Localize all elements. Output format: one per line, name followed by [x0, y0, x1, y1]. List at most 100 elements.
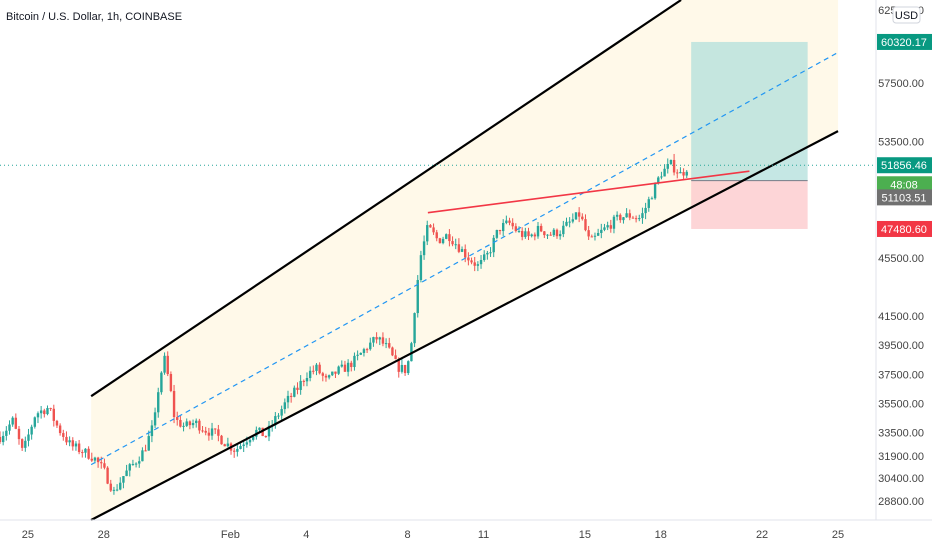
candle-body	[24, 440, 27, 448]
candle-body	[641, 213, 644, 219]
candle-body	[467, 257, 470, 261]
price-axis[interactable]: 62500.0057500.0053500.0045500.0041500.00…	[878, 5, 924, 508]
candle-body	[612, 216, 616, 229]
candle-body	[312, 370, 315, 372]
candle-body	[30, 426, 33, 435]
candle-body	[74, 443, 78, 447]
candle-body	[362, 349, 366, 353]
channel-upper-line	[90, 0, 682, 398]
candle-body	[334, 371, 337, 374]
candle-body	[546, 234, 549, 236]
candle-body	[429, 225, 432, 228]
candle-body	[514, 226, 518, 232]
price-tag-mid	[877, 189, 932, 206]
candle-body	[426, 225, 429, 242]
candle-body	[470, 260, 473, 263]
time-tick-label: 15	[579, 529, 591, 541]
candle-body	[147, 436, 150, 451]
time-axis[interactable]: 25 28 Feb 4 8 11 15 18 22 25	[22, 529, 844, 541]
candle-body	[296, 387, 299, 390]
candle-body	[511, 222, 514, 227]
candle-body	[625, 213, 628, 218]
candle-body	[350, 362, 353, 368]
candle-body	[138, 461, 141, 464]
candle-body	[501, 222, 505, 232]
drawing-lines	[0, 0, 876, 521]
candle-body	[533, 234, 537, 237]
candle-body	[634, 218, 638, 220]
currency-label[interactable]: USD	[895, 10, 918, 22]
candle-body	[479, 260, 483, 265]
price-tag-target	[877, 33, 932, 50]
price-tag-label: 47480.60	[881, 224, 927, 236]
currency-button-box[interactable]	[892, 6, 921, 24]
candle-body	[109, 483, 112, 491]
candle-body	[134, 463, 138, 465]
candle-body	[195, 420, 198, 424]
candle-body	[505, 220, 508, 223]
candle-body	[565, 221, 568, 226]
candle-body	[331, 371, 334, 376]
candle-body	[593, 235, 597, 237]
candle-body	[62, 433, 65, 437]
candle-body	[381, 337, 385, 344]
candle-body	[68, 440, 71, 443]
candle-body	[669, 159, 673, 165]
candle-body	[483, 254, 486, 261]
candle-body	[318, 364, 321, 374]
candle-body	[321, 373, 325, 376]
candle-body	[650, 198, 654, 200]
candle-body	[207, 432, 211, 436]
candle-body	[106, 467, 109, 484]
candle-body	[520, 230, 524, 237]
candle-body	[378, 337, 381, 340]
candle-body	[100, 462, 103, 464]
candle-body	[264, 436, 268, 438]
candle-body	[52, 408, 56, 421]
price-tick-label: 53500.00	[878, 136, 924, 148]
candle-body	[58, 425, 62, 434]
candle-body	[96, 457, 100, 463]
candle-body	[676, 172, 679, 174]
candle-body	[473, 262, 476, 266]
candle-body	[603, 227, 606, 230]
candle-body	[577, 212, 581, 217]
candle-body	[435, 232, 438, 239]
currency-button[interactable]: USD	[892, 6, 921, 24]
candle-body	[622, 217, 625, 221]
candle-body	[413, 313, 416, 344]
candle-body	[20, 439, 24, 448]
candle-body	[232, 450, 236, 452]
candle-body	[498, 229, 502, 232]
candle-body	[660, 176, 663, 178]
candle-body	[39, 410, 43, 414]
price-tag-stop	[877, 220, 932, 237]
candle-body	[33, 417, 37, 427]
candle-body	[375, 337, 378, 340]
candle-body	[587, 230, 590, 237]
candle-body	[657, 177, 660, 183]
channel-fill	[91, 0, 839, 520]
candle-body	[65, 436, 68, 443]
candle-body	[407, 361, 410, 374]
candle-body	[128, 464, 131, 471]
candle-body	[0, 436, 2, 443]
candle-body	[8, 424, 11, 431]
candle-body	[422, 241, 426, 256]
candle-body	[369, 342, 372, 350]
candle-body	[185, 421, 188, 426]
candle-body	[172, 390, 176, 418]
candle-body	[682, 172, 685, 176]
price-tick-label: 41500.00	[878, 311, 924, 323]
candle-body	[163, 355, 166, 373]
candle-body	[365, 349, 369, 351]
price-tag-label: 60320.17	[881, 37, 927, 49]
candle-body	[36, 413, 40, 418]
candle-body	[242, 444, 245, 447]
candle-body	[489, 252, 492, 254]
candle-body	[160, 372, 163, 393]
candle-body	[283, 402, 287, 410]
candle-body	[280, 409, 283, 416]
